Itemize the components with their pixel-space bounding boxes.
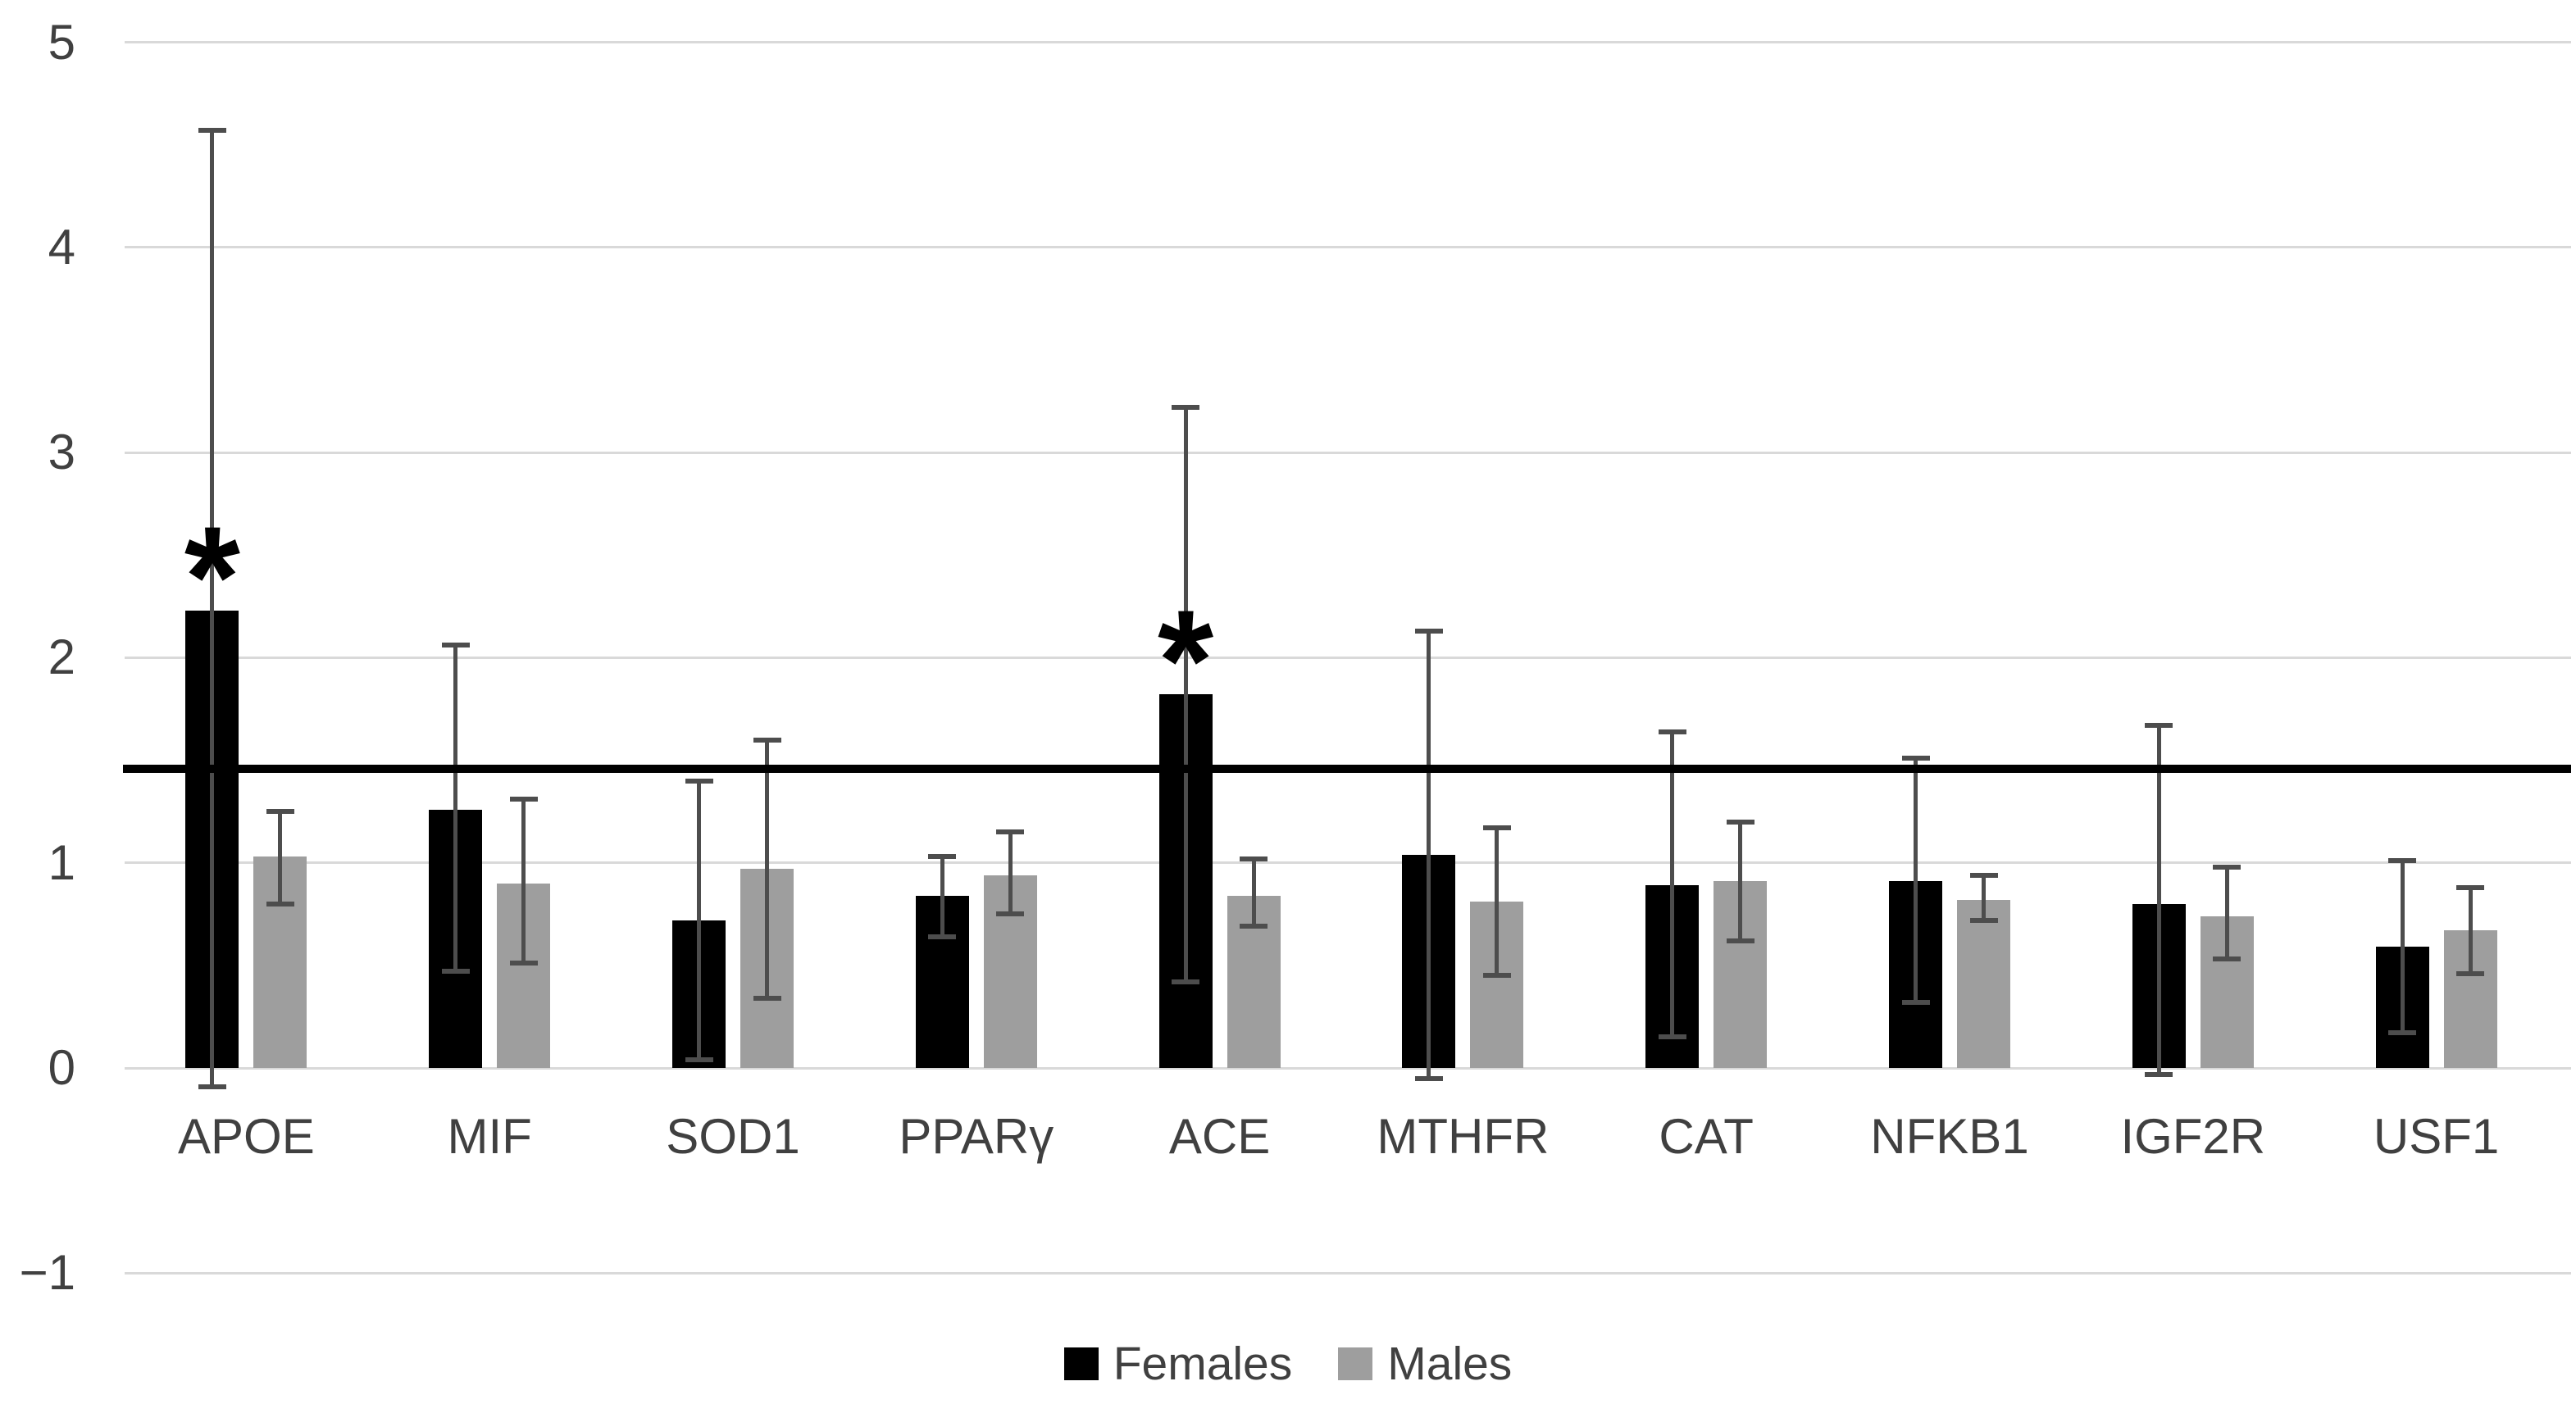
error-bar-males-ACE [1251, 858, 1256, 927]
error-bar-males-MTHFR [1495, 828, 1500, 976]
error-bar-cap-bottom [1240, 924, 1268, 929]
reference-line [123, 764, 2571, 773]
y-axis-tick-label: −1 [19, 1245, 75, 1301]
error-bar-cap-bottom [1658, 1034, 1686, 1040]
error-bar-females-IGF2R [2156, 725, 2161, 1075]
error-bar-cap-top [1901, 756, 1930, 761]
x-axis-label-MTHFR: MTHFR [1377, 1109, 1550, 1164]
y-axis-tick-label: 5 [48, 14, 75, 70]
error-bar-cap-bottom [2145, 1071, 2173, 1077]
error-bar-cap-top [928, 854, 957, 860]
error-bar-cap-bottom [441, 969, 470, 975]
error-bar-males-IGF2R [2224, 866, 2229, 960]
error-bar-females-PPARγ [940, 856, 944, 937]
error-bar-females-MTHFR [1427, 630, 1431, 1079]
x-axis-label-CAT: CAT [1659, 1109, 1754, 1164]
gridline-y-1 [125, 861, 2571, 865]
x-axis-label-APOE: APOE [178, 1109, 315, 1164]
error-bar-cap-top [1658, 729, 1686, 734]
error-bar-cap-top [509, 797, 538, 802]
error-bar-cap-top [441, 643, 470, 648]
error-bar-females-APOE [210, 130, 215, 1087]
error-bar-cap-top [1414, 628, 1443, 634]
error-bar-cap-bottom [1726, 938, 1755, 943]
legend-swatch-males [1338, 1347, 1373, 1380]
gridline-y-2 [125, 656, 2571, 659]
error-bar-cap-top [685, 778, 713, 784]
error-bar-cap-top [753, 737, 781, 743]
error-bar-males-APOE [278, 811, 283, 904]
error-bar-cap-bottom [996, 911, 1025, 917]
error-bar-females-USF1 [2400, 861, 2405, 1034]
x-axis-label-USF1: USF1 [2373, 1109, 2500, 1164]
error-bar-females-CAT [1670, 731, 1675, 1038]
error-bar-cap-top [198, 128, 226, 134]
error-bar-males-CAT [1738, 821, 1743, 941]
gridline-y-4 [125, 246, 2571, 249]
error-bar-cap-top [2388, 858, 2417, 864]
legend-label-males: Males [1387, 1337, 1513, 1390]
error-bar-cap-bottom [1414, 1075, 1443, 1081]
x-axis-label-IGF2R: IGF2R [2120, 1109, 2266, 1164]
error-bar-cap-bottom [2388, 1030, 2417, 1036]
x-axis-label-SOD1: SOD1 [666, 1109, 800, 1164]
y-axis-tick-label: 1 [48, 834, 75, 890]
error-bar-cap-bottom [928, 934, 957, 939]
error-bar-cap-bottom [1969, 917, 1998, 923]
error-bar-cap-top [1969, 872, 1998, 878]
error-bar-cap-bottom [1172, 979, 1200, 984]
x-axis-label-MIF: MIF [447, 1109, 532, 1164]
error-bar-males-PPARγ [1008, 832, 1013, 915]
gridline-y-0 [125, 1066, 2571, 1070]
gridline-y-3 [125, 451, 2571, 454]
y-axis-tick-label: 4 [48, 219, 75, 275]
legend-item-females: Females [1063, 1337, 1293, 1390]
error-bar-cap-bottom [1482, 973, 1511, 979]
error-bar-cap-bottom [1901, 999, 1930, 1005]
error-bar-cap-bottom [198, 1084, 226, 1089]
error-bar-cap-top [1172, 405, 1200, 411]
error-bar-cap-top [1726, 819, 1755, 825]
error-bar-cap-bottom [685, 1056, 713, 1062]
x-axis-label-ACE: ACE [1168, 1109, 1271, 1164]
error-bar-cap-top [996, 829, 1025, 835]
x-axis-label-PPARγ: PPARγ [899, 1109, 1054, 1164]
y-axis-tick-label: 0 [48, 1040, 75, 1095]
x-axis-label-NFKB1: NFKB1 [1870, 1109, 2029, 1164]
error-bar-cap-top [2145, 722, 2173, 728]
error-bar-cap-top [1240, 856, 1268, 861]
error-bar-cap-top [2456, 884, 2485, 890]
gridline-y-5 [125, 41, 2571, 43]
gridline-y--1 [125, 1271, 2571, 1275]
error-bar-cap-bottom [2213, 956, 2241, 962]
y-axis-tick-label: 3 [48, 425, 75, 480]
error-bar-females-SOD1 [697, 780, 701, 1060]
significance-asterisk-ACE: * [1158, 581, 1214, 742]
error-bar-cap-bottom [2456, 970, 2485, 976]
y-axis-tick-label: 2 [48, 629, 75, 685]
error-bar-cap-top [1482, 825, 1511, 831]
error-bar-cap-top [266, 809, 294, 815]
significance-asterisk-APOE: * [184, 497, 240, 657]
legend-swatch-females [1063, 1347, 1099, 1380]
legend-item-males: Males [1338, 1337, 1513, 1390]
bar-males-NFKB1 [1957, 899, 2010, 1068]
error-bar-males-USF1 [2468, 887, 2473, 974]
error-bar-males-NFKB1 [1982, 875, 1986, 920]
error-bar-cap-bottom [266, 901, 294, 906]
legend-label-females: Females [1113, 1337, 1293, 1390]
error-bar-cap-top [2213, 864, 2241, 870]
error-bar-cap-bottom [509, 961, 538, 966]
error-bar-females-MIF [453, 645, 458, 972]
error-bar-females-ACE [1183, 407, 1188, 982]
error-bar-females-NFKB1 [1914, 758, 1918, 1002]
legend: Females Males [0, 1329, 2576, 1398]
error-bar-cap-bottom [753, 995, 781, 1001]
error-bar-males-SOD1 [765, 739, 769, 998]
error-bar-males-MIF [521, 799, 526, 964]
